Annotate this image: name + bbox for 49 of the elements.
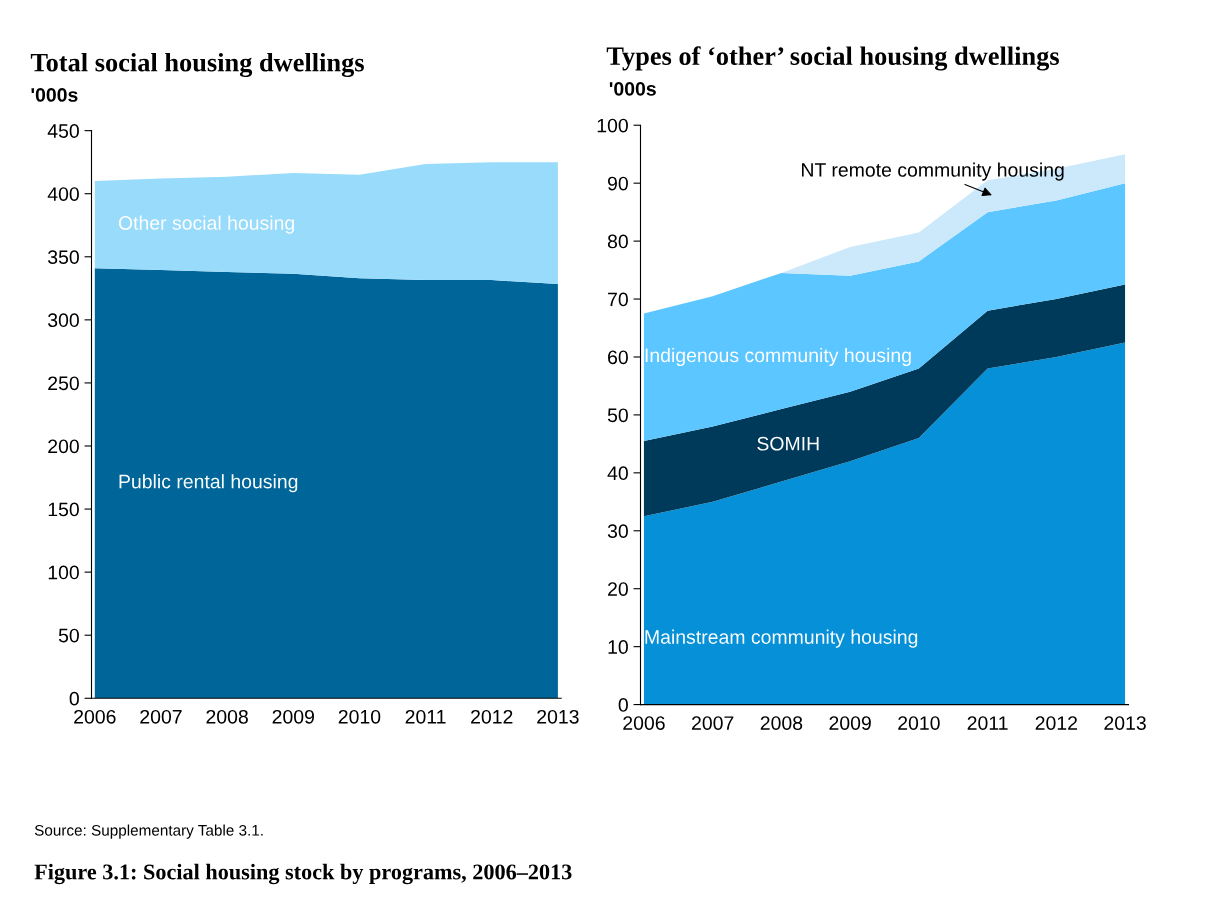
series-label: Public rental housing xyxy=(119,474,298,493)
x-tick-label: 2007 xyxy=(692,716,734,730)
x-tick-label: 2013 xyxy=(537,709,579,724)
caption: Figure 3.1: Social housing stock by programs, 2006–2013 xyxy=(34,863,572,885)
y-tick-label: 80 xyxy=(607,234,628,249)
x-tick-label: 2011 xyxy=(967,716,1008,730)
y-tick-label: 10 xyxy=(608,640,628,654)
y-tick-label: 100 xyxy=(48,565,79,580)
y-tick-label: 300 xyxy=(48,313,79,328)
y-tick-label: 50 xyxy=(58,628,79,643)
y-tick-label: 200 xyxy=(48,439,79,454)
x-tick-label: 2010 xyxy=(898,716,940,730)
y-tick-label: 150 xyxy=(48,502,79,517)
chart-title: Types of ‘other’ social housing dwellings xyxy=(606,46,1059,71)
x-tick-label: 2008 xyxy=(206,709,248,724)
x-tick-label: 2009 xyxy=(272,709,314,724)
series-label: Indigenous community housing xyxy=(645,347,911,367)
y-axis-title: '000s xyxy=(609,81,656,96)
y-tick-label: 250 xyxy=(48,376,79,391)
x-tick-label: 2008 xyxy=(760,716,803,730)
series-label: SOMIH xyxy=(757,436,819,451)
y-tick-label: 20 xyxy=(608,582,628,596)
y-axis-title: '000s xyxy=(31,88,78,102)
y-tick-label: 350 xyxy=(48,250,79,265)
x-tick-label: 2006 xyxy=(623,716,665,730)
y-tick-label: 0 xyxy=(618,698,628,712)
x-tick-label: 2012 xyxy=(471,709,513,724)
y-tick-label: 40 xyxy=(607,466,628,481)
x-tick-label: 2010 xyxy=(338,709,381,724)
x-tick-label: 2006 xyxy=(74,709,116,724)
x-tick-label: 2009 xyxy=(829,716,871,730)
chart-title: Total social housing dwellings xyxy=(30,52,364,78)
x-tick-label: 2007 xyxy=(140,709,182,724)
y-tick-label: 50 xyxy=(607,408,628,423)
x-tick-label: 2011 xyxy=(405,709,446,724)
y-tick-label: 90 xyxy=(607,176,628,191)
series-label: NT remote community housing xyxy=(802,162,1064,181)
series-label: Other social housing xyxy=(118,215,294,234)
series-label: Mainstream community housing xyxy=(645,629,918,648)
y-tick-label: 100 xyxy=(597,118,628,133)
y-tick-label: 60 xyxy=(608,350,628,365)
y-tick-label: 0 xyxy=(69,691,79,706)
y-tick-label: 400 xyxy=(47,187,79,201)
y-tick-label: 450 xyxy=(47,124,79,138)
y-tick-label: 70 xyxy=(608,292,628,307)
source-note: Source: Supplementary Table 3.1. xyxy=(34,824,263,839)
y-tick-label: 30 xyxy=(607,524,628,539)
x-tick-label: 2012 xyxy=(1035,716,1077,730)
x-tick-label: 2013 xyxy=(1104,716,1146,730)
